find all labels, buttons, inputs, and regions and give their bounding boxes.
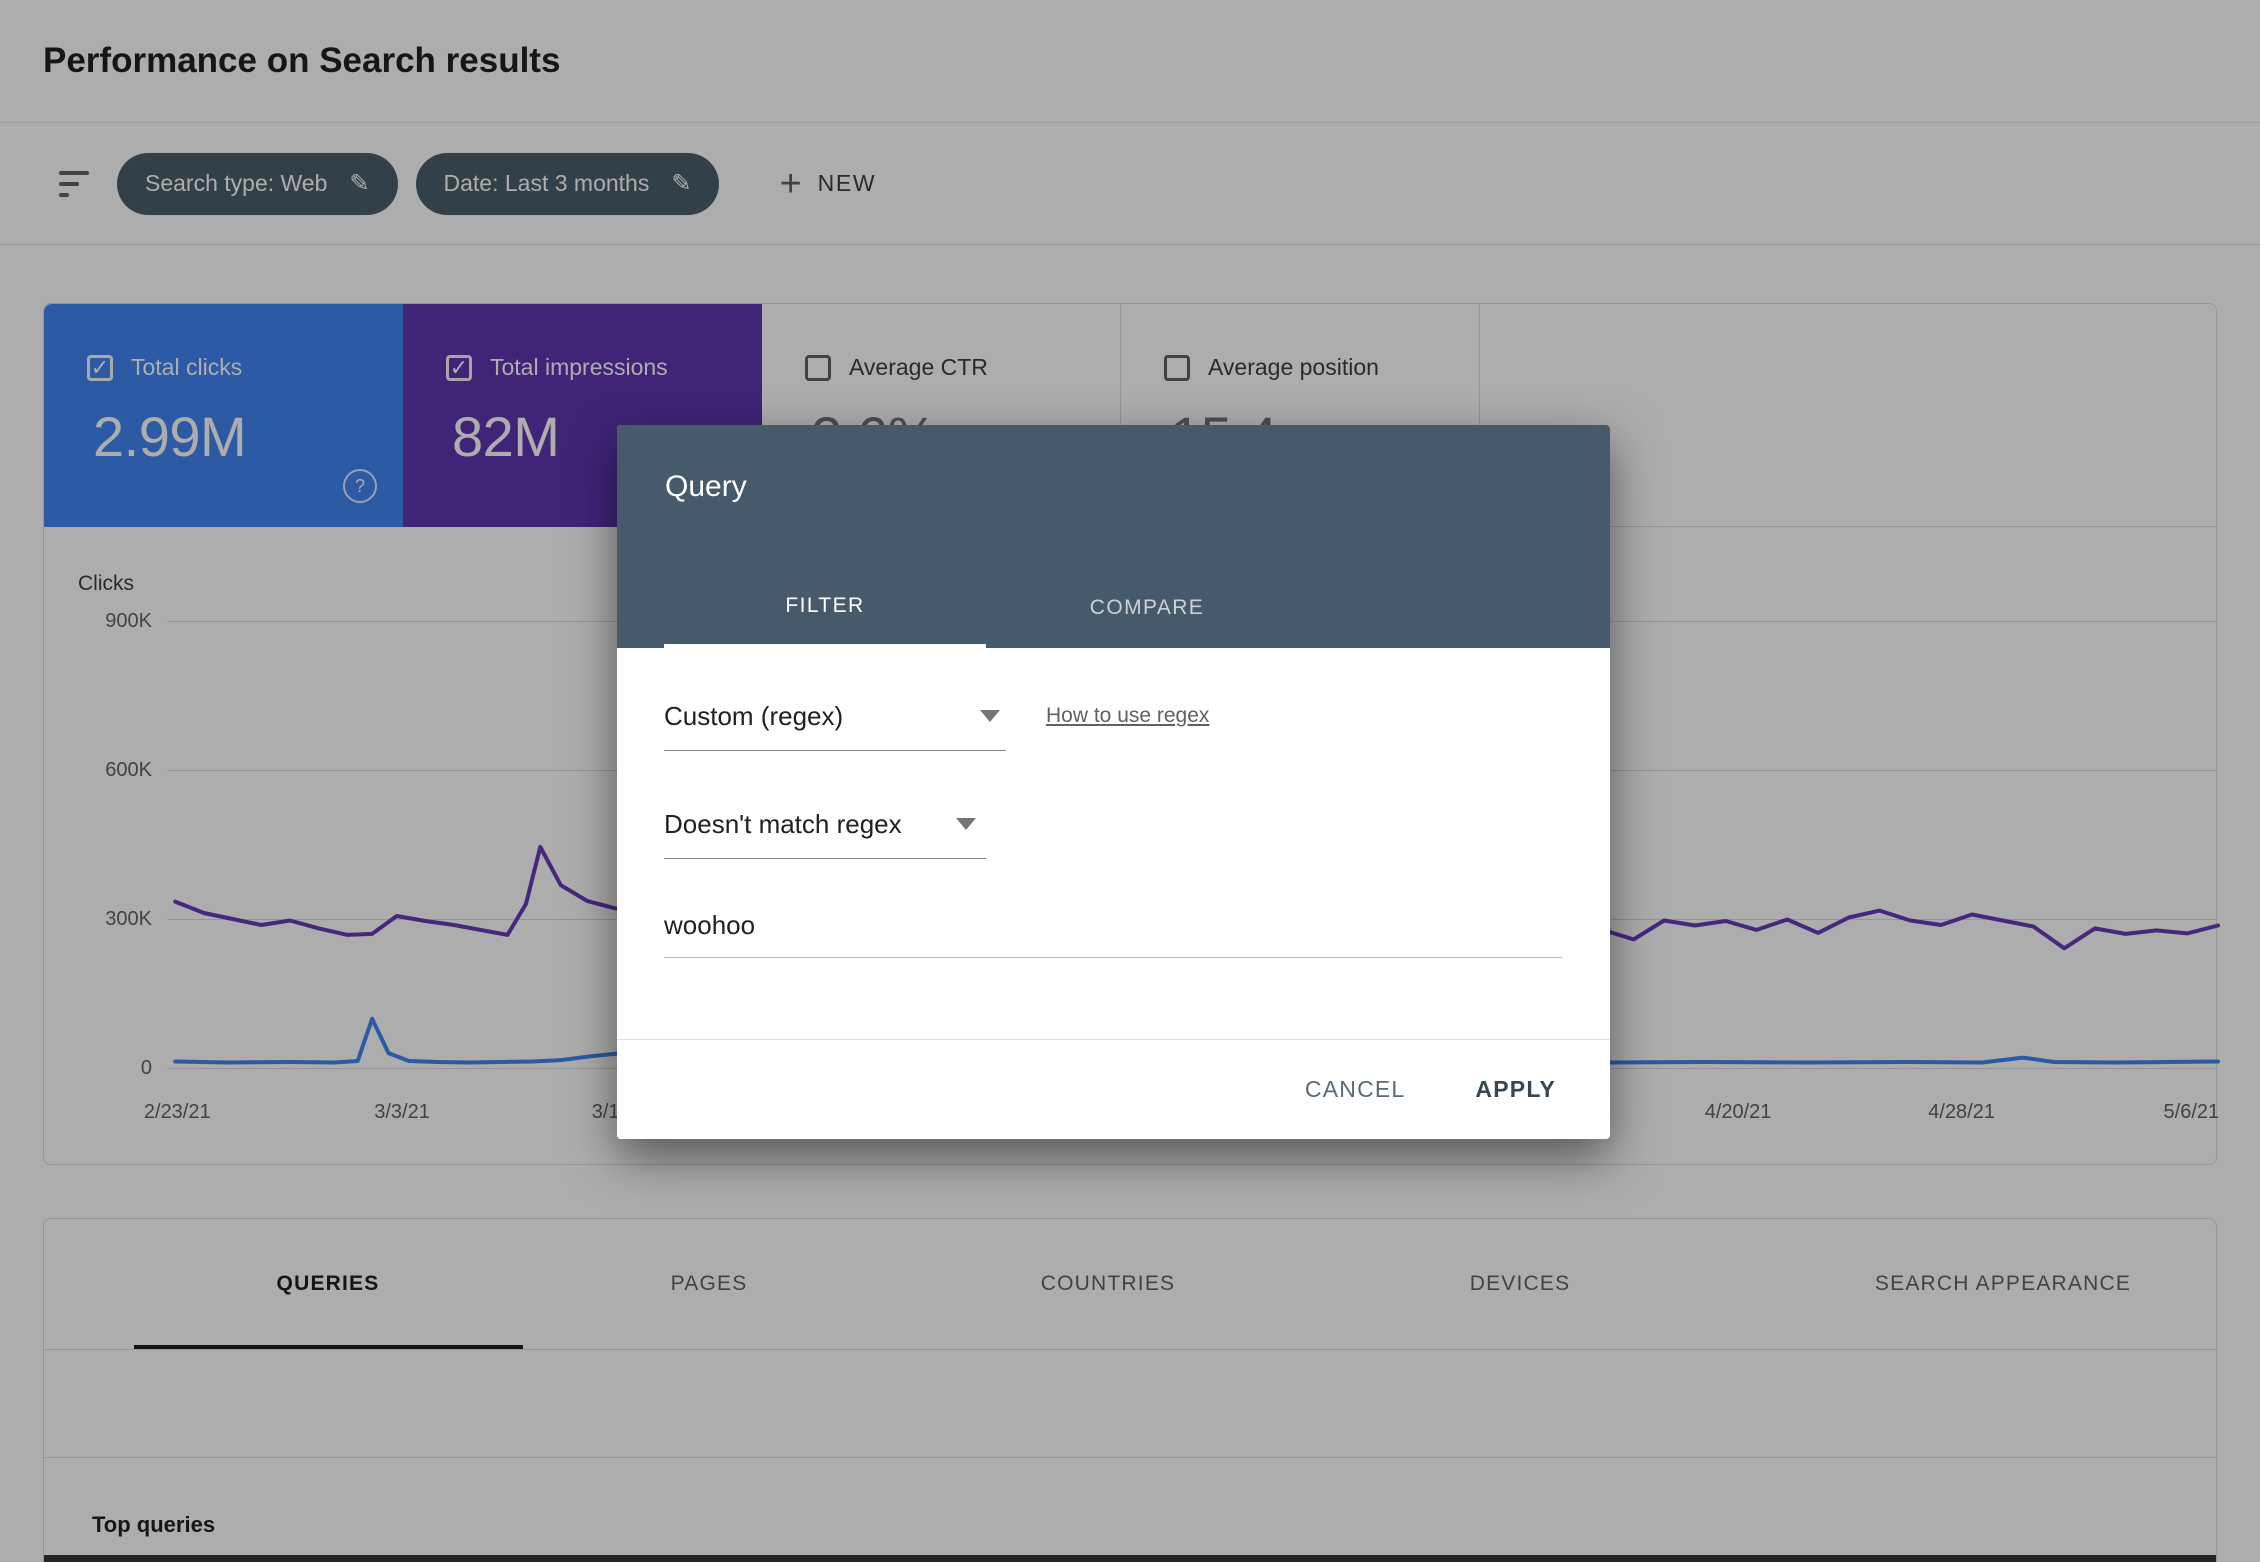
x-tick-label: 4/20/21: [1704, 1101, 1772, 1123]
dimension-tabs: QUERIES PAGES COUNTRIES DEVICES SEARCH A…: [44, 1219, 2216, 1349]
metric-label: Average position: [1208, 354, 1379, 380]
tab-queries[interactable]: QUERIES: [276, 1272, 380, 1295]
divider: [44, 1349, 2216, 1350]
checkbox-checked-icon[interactable]: ✓: [446, 354, 472, 381]
dialog-tabs: FILTER COMPARE: [664, 568, 1308, 648]
checkbox-checked-icon[interactable]: ✓: [87, 354, 113, 381]
dropdown-arrow-icon: [956, 818, 976, 830]
filter-type-value: Custom (regex): [664, 701, 844, 731]
dialog-title: Query: [665, 470, 747, 503]
new-filter-button[interactable]: + NEW: [779, 165, 876, 203]
filter-bar: Search type: Web ✎ Date: Last 3 months ✎…: [0, 123, 2260, 245]
dialog-body: Custom (regex) How to use regex Doesn't …: [617, 648, 1610, 1039]
tab-search-appearance[interactable]: SEARCH APPEARANCE: [1874, 1272, 2132, 1295]
search-type-chip[interactable]: Search type: Web ✎: [117, 152, 398, 215]
x-tick-label: 3/3/21: [374, 1101, 430, 1123]
y-tick-label: 300K: [105, 908, 152, 930]
plus-icon: +: [779, 162, 802, 205]
tab-devices[interactable]: DEVICES: [1469, 1272, 1571, 1295]
metric-label: Total impressions: [490, 354, 668, 380]
dialog-footer: CANCEL APPLY: [617, 1039, 1610, 1138]
total-clicks-tile[interactable]: ✓ Total clicks 2.99M ?: [44, 304, 403, 527]
tab-countries[interactable]: COUNTRIES: [1040, 1272, 1176, 1295]
metric-label: Average CTR: [849, 354, 988, 380]
filter-type-select[interactable]: Custom (regex): [664, 698, 1006, 751]
apply-button[interactable]: APPLY: [1469, 1075, 1562, 1104]
dimensions-table-panel: QUERIES PAGES COUNTRIES DEVICES SEARCH A…: [43, 1218, 2217, 1562]
y-tick-label: 600K: [105, 759, 152, 781]
regex-query-input[interactable]: [664, 910, 1562, 958]
table-bottom-strip: [44, 1555, 2216, 1562]
edit-pencil-icon: ✎: [349, 170, 370, 197]
new-filter-label: NEW: [817, 170, 877, 196]
page-header: Performance on Search results: [0, 0, 2260, 123]
date-range-chip-label: Date: Last 3 months: [443, 170, 650, 196]
dropdown-arrow-icon: [980, 710, 1000, 722]
y-tick-label: 900K: [105, 610, 152, 632]
query-filter-dialog: Query FILTER COMPARE Custom (regex) How …: [617, 425, 1610, 1139]
x-tick-label: 2/23/21: [143, 1101, 211, 1123]
metric-value: 82M: [452, 405, 560, 468]
tab-compare[interactable]: COMPARE: [1089, 596, 1205, 619]
search-type-chip-label: Search type: Web: [145, 170, 328, 196]
cancel-button[interactable]: CANCEL: [1299, 1075, 1412, 1104]
y-tick-label: 0: [140, 1057, 152, 1079]
x-tick-label: 5/6/21: [2163, 1101, 2220, 1123]
checkbox-unchecked-icon[interactable]: [1164, 354, 1190, 381]
tab-pages[interactable]: PAGES: [670, 1272, 748, 1295]
match-type-select[interactable]: Doesn't match regex: [664, 806, 986, 859]
tab-filter[interactable]: FILTER: [664, 568, 986, 648]
dialog-header: Query FILTER COMPARE: [617, 425, 1610, 648]
tiles-filler: [1480, 304, 2216, 527]
metric-label: Total clicks: [131, 354, 243, 380]
help-icon[interactable]: ?: [343, 469, 377, 503]
regex-help-link[interactable]: How to use regex: [1046, 704, 1210, 727]
total-impressions-tile[interactable]: ✓ Total impressions 82M: [403, 304, 762, 527]
table-column-header: Top queries: [92, 1512, 216, 1537]
match-type-value: Doesn't match regex: [664, 809, 902, 839]
page-title: Performance on Search results: [43, 41, 561, 80]
edit-pencil-icon: ✎: [671, 170, 692, 197]
y-axis-title: Clicks: [78, 572, 134, 595]
metric-value: 2.99M: [93, 405, 247, 468]
x-tick-label: 4/28/21: [1928, 1101, 1995, 1123]
x-axis-labels: 2/23/213/3/213/11/214/20/214/28/215/6/21: [144, 1101, 2220, 1129]
date-range-chip[interactable]: Date: Last 3 months ✎: [415, 152, 720, 215]
y-axis-labels: 900K 600K 300K 0: [44, 304, 152, 1166]
active-tab-underline: [134, 1345, 523, 1349]
filter-list-icon[interactable]: [55, 169, 95, 199]
divider: [44, 1457, 2216, 1458]
checkbox-unchecked-icon[interactable]: [805, 354, 831, 381]
